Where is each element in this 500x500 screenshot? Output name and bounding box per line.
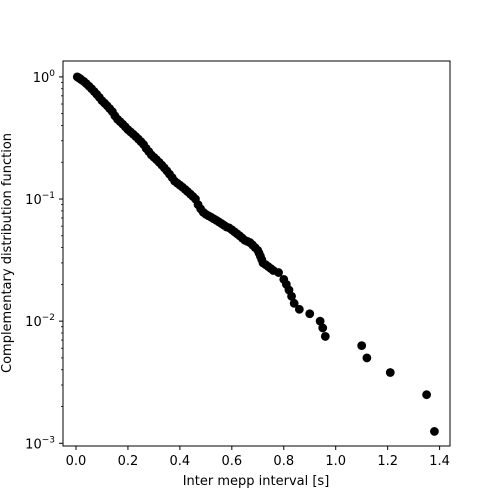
data-point bbox=[422, 390, 432, 400]
x-axis: 0.0 0.2 0.4 0.6 0.8 1.0 1.2 1.4 bbox=[66, 446, 450, 469]
data-points bbox=[72, 72, 439, 436]
x-tick-label: 1.0 bbox=[325, 454, 346, 469]
data-point bbox=[294, 304, 304, 314]
data-point bbox=[357, 341, 367, 351]
data-point bbox=[318, 323, 328, 333]
data-point bbox=[362, 353, 372, 363]
y-tick-label: 10−2 bbox=[25, 313, 55, 330]
data-point bbox=[287, 291, 296, 301]
x-tick-label: 0.0 bbox=[66, 454, 87, 469]
x-axis-label: Inter mepp interval [s] bbox=[183, 474, 330, 489]
data-point bbox=[305, 309, 315, 319]
y-axis: 100 10−1 10−2 10−3 bbox=[25, 69, 63, 452]
y-tick-label: 10−3 bbox=[25, 435, 55, 452]
data-point bbox=[289, 298, 299, 308]
x-tick-label: 1.2 bbox=[377, 454, 398, 469]
x-tick-label: 0.4 bbox=[170, 454, 191, 469]
y-tick-label: 100 bbox=[33, 69, 56, 86]
plot-frame bbox=[62, 60, 451, 447]
x-tick-label: 0.8 bbox=[273, 454, 294, 469]
data-point bbox=[385, 368, 395, 377]
y-tick-label: 10−1 bbox=[25, 191, 55, 208]
data-point bbox=[320, 332, 330, 341]
data-point bbox=[274, 268, 283, 277]
x-tick-label: 0.6 bbox=[221, 454, 242, 469]
x-tick-label: 0.2 bbox=[118, 454, 139, 469]
x-tick-label: 1.4 bbox=[429, 454, 450, 469]
data-point bbox=[430, 427, 439, 436]
data-point bbox=[315, 316, 325, 326]
y-axis-label: Complementary distribution function bbox=[0, 133, 15, 373]
